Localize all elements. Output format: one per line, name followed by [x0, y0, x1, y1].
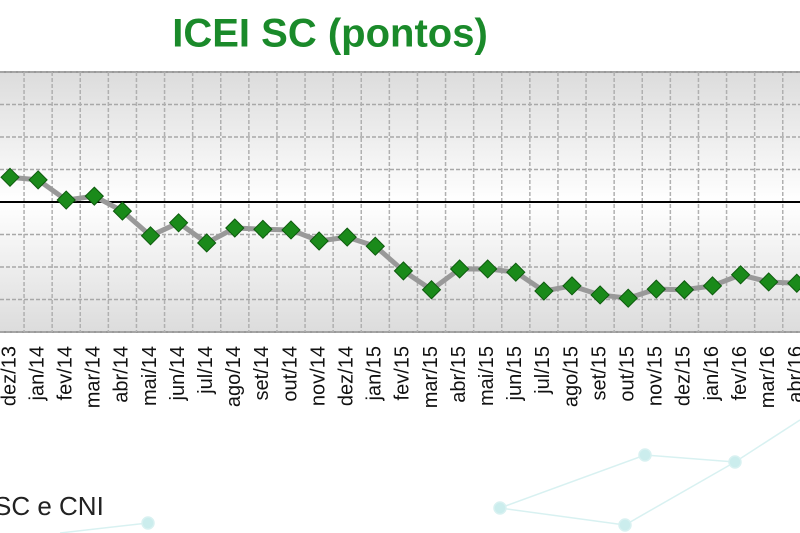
- data-point: [393, 261, 414, 281]
- data-point: [787, 273, 800, 293]
- data-point: [337, 227, 357, 247]
- x-tick-label: out/14: [279, 346, 301, 402]
- data-point: [534, 281, 554, 301]
- data-point: [674, 280, 695, 300]
- data-point: [0, 167, 20, 188]
- x-tick-label: nov/14: [307, 346, 329, 406]
- x-tick-label: jan/14: [26, 346, 48, 402]
- x-tick-label: abr/15: [448, 346, 470, 403]
- x-tick-label: fev/15: [392, 346, 414, 400]
- chart-title: ICEI SC (pontos): [172, 12, 488, 56]
- x-tick-label: mar/16: [757, 346, 779, 408]
- data-point: [140, 226, 161, 246]
- x-tick-label: jan/16: [701, 346, 723, 402]
- data-point: [281, 220, 301, 240]
- x-tick-label: ago/15: [560, 346, 582, 407]
- data-point: [506, 262, 526, 282]
- x-tick-label: dez/14: [335, 346, 357, 406]
- x-tick-label: set/14: [251, 346, 273, 400]
- x-tick-label: dez/15: [673, 346, 695, 406]
- x-tick-label: dez/13: [0, 346, 20, 406]
- data-point: [168, 213, 189, 233]
- x-tick-label: mar/15: [420, 346, 442, 408]
- data-point: [477, 259, 498, 279]
- data-point: [730, 265, 751, 285]
- data-point: [646, 279, 667, 299]
- data-point: [562, 276, 582, 296]
- x-tick-label: ago/14: [223, 346, 245, 407]
- x-tick-label: abr/14: [111, 346, 133, 403]
- data-point: [112, 201, 133, 221]
- data-point: [56, 190, 76, 210]
- data-point: [28, 170, 48, 190]
- data-point: [449, 259, 470, 279]
- x-tick-label: mar/14: [83, 346, 105, 408]
- x-tick-label: jul/14: [195, 346, 217, 395]
- data-point: [84, 186, 105, 206]
- decoration: [59, 419, 800, 533]
- data-point: [702, 276, 723, 296]
- x-tick-label: mai/14: [139, 346, 161, 406]
- x-tick-label: mai/15: [476, 346, 498, 406]
- data-point: [253, 219, 273, 240]
- data-point: [758, 272, 779, 292]
- data-point: [365, 236, 386, 256]
- x-tick-label: fev/16: [729, 346, 751, 400]
- x-tick-label: jun/14: [167, 346, 189, 402]
- data-point: [618, 288, 638, 308]
- x-tick-label: out/15: [616, 346, 638, 402]
- x-tick-label: fev/14: [54, 346, 76, 400]
- data-point: [309, 231, 329, 251]
- data-point: [196, 233, 217, 253]
- x-tick-label: jul/15: [532, 346, 554, 395]
- x-tick-label: set/15: [588, 346, 610, 400]
- data-point: [421, 280, 442, 300]
- data-point: [590, 285, 610, 305]
- x-tick-label: abr/16: [785, 346, 800, 403]
- x-tick-label: jun/15: [504, 346, 526, 402]
- data-point: [225, 218, 245, 238]
- x-tick-label: jan/15: [364, 346, 386, 402]
- source: SC e CNI: [0, 491, 104, 521]
- x-tick-label: nov/15: [645, 346, 667, 406]
